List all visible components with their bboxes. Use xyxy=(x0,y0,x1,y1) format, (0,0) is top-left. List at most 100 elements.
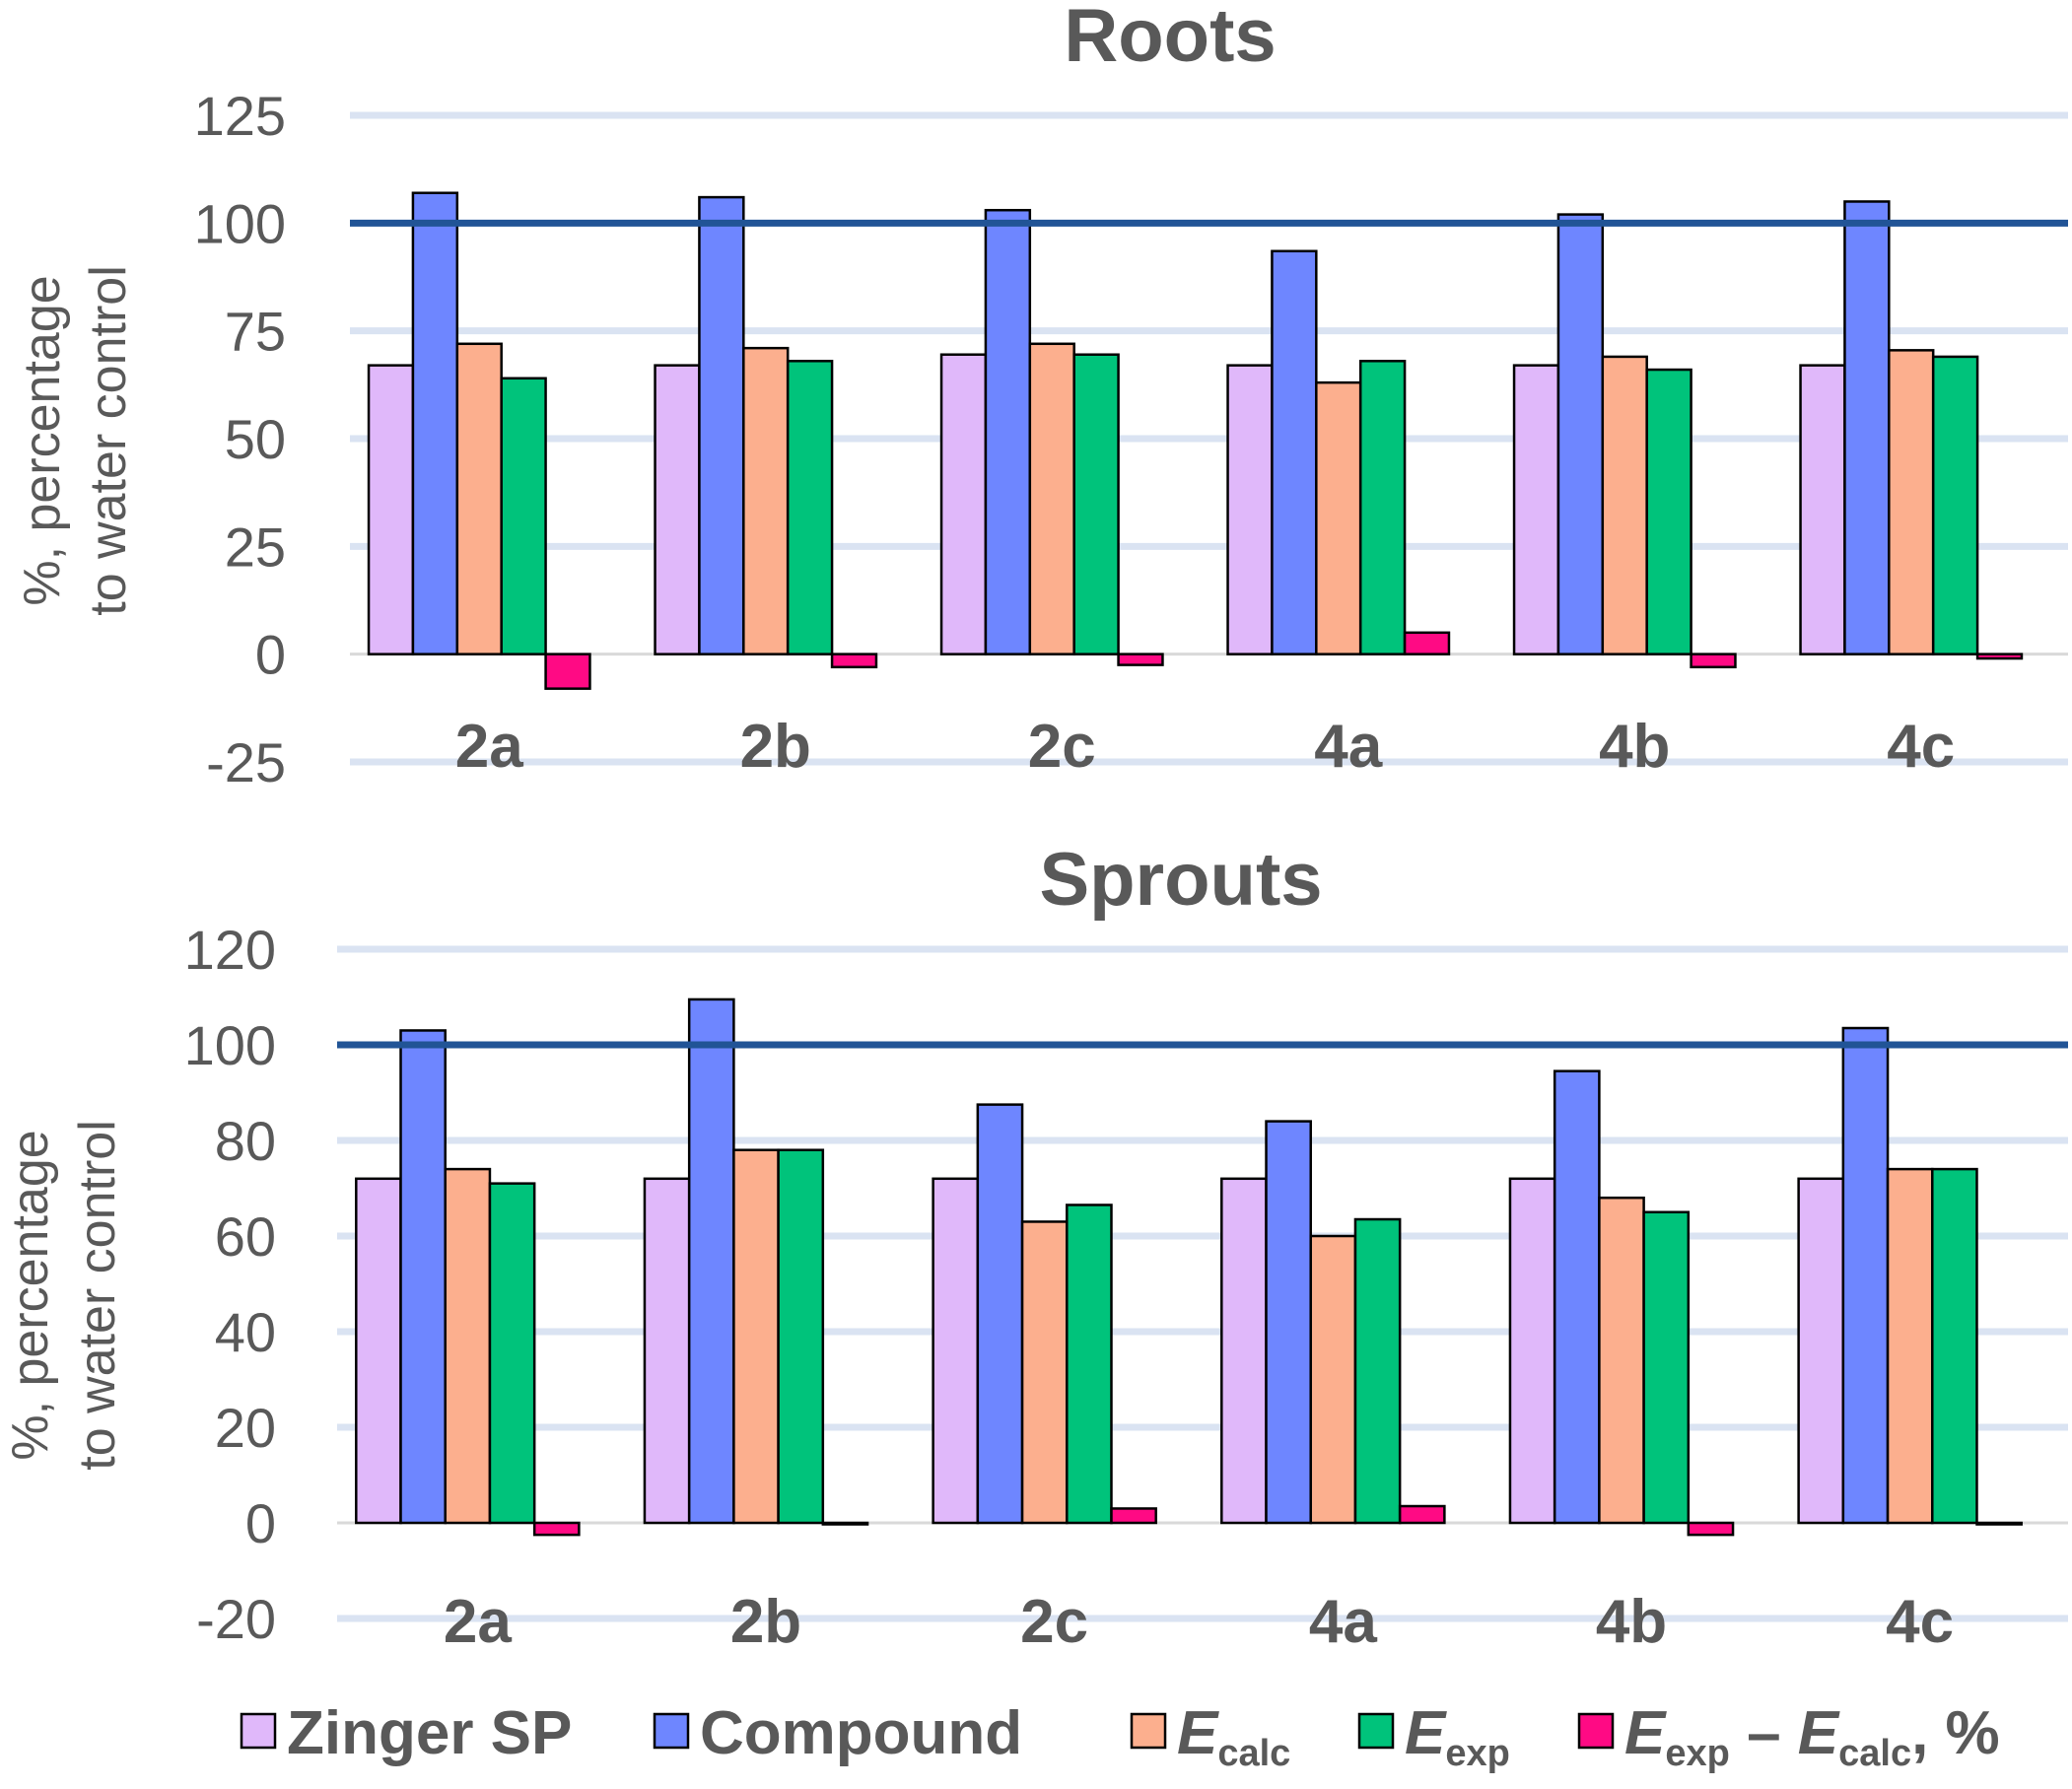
sprouts-category-label-4c: 4c xyxy=(1886,1588,1954,1656)
sprouts-bar-4a-ecalc xyxy=(1309,1234,1357,1525)
sprouts-y-tick-label: 100 xyxy=(184,1014,276,1076)
legend-label-1: Zinger SP xyxy=(287,1699,572,1767)
legend: Zinger SP Compound Ecalc Eexp Eexp – Ecalc, … xyxy=(240,1699,2000,1774)
sprouts-bar-2a-eexp-ecalc xyxy=(532,1521,581,1537)
sprouts-y-axis-label-2: to water control xyxy=(69,1120,126,1471)
roots-y-tick-label: 25 xyxy=(225,516,286,578)
sprouts-y-tick-label: 20 xyxy=(215,1397,276,1459)
roots-bar-2c-eexp-ecalc xyxy=(1117,653,1164,666)
roots-bar-4a-ecalc xyxy=(1315,380,1362,655)
sprouts-chart: Sprouts %, percentage to water control 120 1… xyxy=(2,838,2068,1656)
sprouts-y-tick-label: -20 xyxy=(196,1588,276,1650)
roots-y-tick-label: 125 xyxy=(194,85,286,147)
sprouts-category-label-2c: 2c xyxy=(1020,1588,1088,1656)
roots-bar-4b-zinger-sp xyxy=(1512,364,1560,655)
roots-bar-4a-eexp-ecalc xyxy=(1403,631,1451,655)
sprouts-bar-2b-compound xyxy=(687,998,735,1525)
roots-category-label-2c: 2c xyxy=(1028,713,1096,781)
sprouts-bar-2c-eexp-ecalc xyxy=(1110,1507,1157,1525)
legend-swatch-4 xyxy=(1357,1712,1395,1750)
legend-label-5: Eexp – Ecalc, % xyxy=(1624,1699,2000,1774)
roots-bar-4b-ecalc xyxy=(1601,355,1648,655)
roots-bar-2b-eexp-ecalc xyxy=(830,653,878,669)
sprouts-category-label-4b: 4b xyxy=(1596,1588,1667,1656)
roots-y-tick-label: 100 xyxy=(194,192,286,254)
roots-bar-2a-eexp-ecalc xyxy=(544,653,591,690)
legend-swatch-1 xyxy=(240,1712,277,1750)
sprouts-y-tick-label: 80 xyxy=(215,1110,276,1172)
roots-y-tick-label: -25 xyxy=(206,731,286,793)
sprouts-bar-4c-compound xyxy=(1841,1026,1890,1525)
sprouts-y-tick-label: 120 xyxy=(184,919,276,981)
sprouts-bar-4b-eexp-ecalc xyxy=(1687,1521,1735,1537)
sprouts-y-tick-label: 0 xyxy=(245,1492,276,1554)
roots-y-tick-label: 50 xyxy=(225,408,286,470)
roots-bar-2a-zinger-sp xyxy=(367,364,415,655)
sprouts-bar-4a-eexp xyxy=(1353,1217,1402,1525)
roots-bar-2a-ecalc xyxy=(455,342,503,655)
sprouts-bar-4b-compound xyxy=(1553,1069,1601,1525)
roots-bar-2c-zinger-sp xyxy=(939,353,988,655)
sprouts-bar-2b-eexp-ecalc xyxy=(821,1521,869,1526)
roots-bar-2c-eexp xyxy=(1072,353,1120,655)
roots-category-label-2a: 2a xyxy=(455,713,523,781)
roots-bar-4a-zinger-sp xyxy=(1226,364,1274,655)
roots-bar-2b-compound xyxy=(698,195,745,655)
sprouts-bar-2b-ecalc xyxy=(732,1148,780,1525)
sprouts-bar-2c-eexp xyxy=(1066,1204,1113,1525)
roots-category-label-2b: 2b xyxy=(740,713,811,781)
roots-bar-4b-eexp xyxy=(1645,368,1692,655)
sprouts-bar-4b-zinger-sp xyxy=(1508,1177,1556,1525)
legend-swatch-5 xyxy=(1577,1712,1615,1750)
sprouts-bar-2a-ecalc xyxy=(444,1167,492,1525)
legend-swatch-2 xyxy=(653,1712,690,1750)
sprouts-bar-4c-eexp-ecalc xyxy=(1975,1521,2023,1526)
legend-label-4: Eexp xyxy=(1405,1699,1510,1774)
roots-bar-2b-zinger-sp xyxy=(654,364,701,655)
roots-chart-title: Roots xyxy=(1064,0,1276,78)
roots-y-tick-label: 0 xyxy=(255,624,286,686)
sprouts-category-label-2a: 2a xyxy=(444,1588,512,1656)
roots-bar-2b-ecalc xyxy=(742,346,790,655)
roots-bar-2a-eexp xyxy=(500,377,547,655)
sprouts-bar-4a-zinger-sp xyxy=(1220,1177,1268,1525)
roots-y-tick-label: 75 xyxy=(225,301,286,363)
roots-category-label-4a: 4a xyxy=(1314,713,1382,781)
roots-category-label-4b: 4b xyxy=(1599,713,1670,781)
sprouts-bar-2a-zinger-sp xyxy=(355,1177,402,1525)
sprouts-bar-4b-ecalc xyxy=(1598,1196,1645,1525)
sprouts-bar-2a-eexp xyxy=(488,1182,536,1525)
legend-label-3: Ecalc xyxy=(1177,1699,1290,1774)
roots-bar-4a-eexp xyxy=(1358,360,1407,655)
sprouts-bar-2c-compound xyxy=(976,1103,1024,1525)
sprouts-chart-title: Sprouts xyxy=(1039,838,1322,922)
legend-label-2: Compound xyxy=(700,1699,1022,1767)
sprouts-y-tick-label: 60 xyxy=(215,1205,276,1268)
sprouts-bar-4c-ecalc xyxy=(1886,1167,1934,1525)
roots-category-label-4c: 4c xyxy=(1887,713,1955,781)
roots-bar-2c-ecalc xyxy=(1028,342,1075,655)
roots-bar-4a-compound xyxy=(1271,249,1318,655)
roots-bar-4b-compound xyxy=(1556,213,1605,655)
sprouts-category-label-4a: 4a xyxy=(1309,1588,1377,1656)
roots-bar-2a-compound xyxy=(411,191,459,655)
sprouts-bar-2b-zinger-sp xyxy=(643,1177,691,1525)
roots-bar-4b-eexp-ecalc xyxy=(1690,653,1737,669)
roots-chart: Roots %, percentage to water control 125 100… xyxy=(14,0,2068,793)
sprouts-y-tick-label: 40 xyxy=(215,1301,276,1363)
sprouts-bar-4c-eexp xyxy=(1931,1167,1978,1525)
roots-bar-2c-compound xyxy=(984,208,1032,655)
sprouts-bar-2c-zinger-sp xyxy=(932,1177,980,1525)
roots-bar-4c-eexp-ecalc xyxy=(1975,653,2024,660)
sprouts-bar-4a-compound xyxy=(1265,1120,1312,1525)
roots-bar-4c-zinger-sp xyxy=(1799,364,1846,655)
roots-y-axis-label-1: %, percentage xyxy=(14,275,71,605)
sprouts-bar-4a-eexp-ecalc xyxy=(1398,1504,1446,1525)
sprouts-bar-4c-zinger-sp xyxy=(1797,1177,1845,1525)
roots-bar-2b-eexp xyxy=(786,360,834,655)
roots-bar-4c-ecalc xyxy=(1888,349,1935,655)
roots-bar-4c-eexp xyxy=(1931,355,1979,655)
sprouts-category-label-2b: 2b xyxy=(730,1588,801,1656)
legend-swatch-3 xyxy=(1130,1712,1167,1750)
